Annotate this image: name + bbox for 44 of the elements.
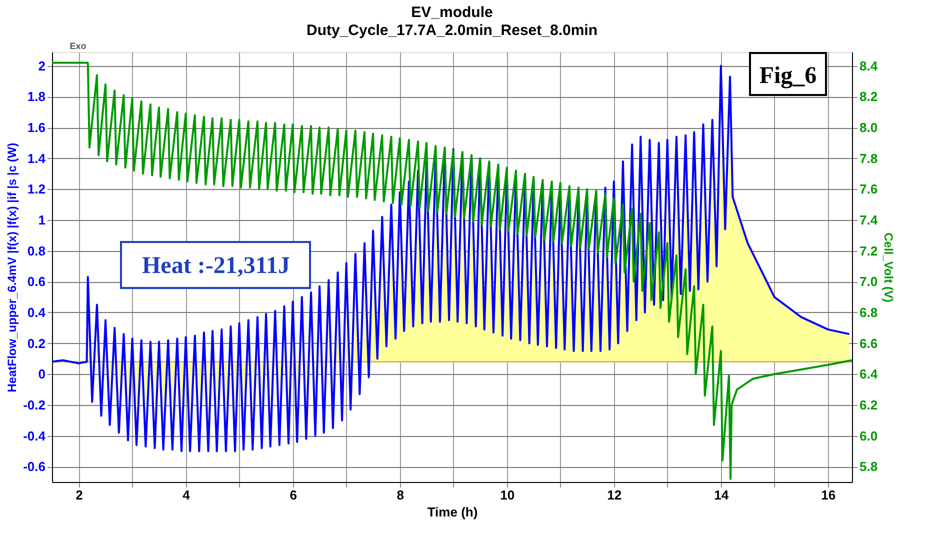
y2-tick-label: 6.2 <box>860 397 878 412</box>
x-tick-label: 2 <box>76 488 83 502</box>
y2-tick-label: 7.6 <box>860 182 878 197</box>
y2-tick-label: 6.8 <box>860 304 878 320</box>
annotation: Heat :-21,311J <box>142 253 290 279</box>
y-tick-label: 1.4 <box>27 150 46 166</box>
y2-tick-label: 6.6 <box>860 336 878 351</box>
y-tick-label: -0.2 <box>23 397 46 412</box>
y2-tick-label: 7.8 <box>860 150 878 166</box>
x-tick-label: 8 <box>396 488 404 502</box>
x-tick-label: 10 <box>500 488 515 502</box>
y2-tick-label: 6.4 <box>860 366 878 382</box>
y-tick-label: 1 <box>38 212 46 228</box>
x-axis-title: Time (h) <box>427 504 478 520</box>
y2-tick-label: 8.4 <box>860 58 878 74</box>
y-tick-label: 1.2 <box>27 182 46 197</box>
y2-tick-label: 5.8 <box>860 459 878 474</box>
x-tick-label: 6 <box>290 488 297 502</box>
y2-axis-title: Cell_Volt (V) <box>882 232 896 302</box>
y-tick-label: 0.8 <box>27 243 46 258</box>
y2-tick-label: 7.4 <box>860 212 878 228</box>
x-tick-label: 14 <box>714 488 730 502</box>
y-axis-title: HeatFlow_upper_6.4mV |f(x) |f(x) |if |s |c (W) <box>5 142 20 392</box>
x-tick-label: 16 <box>821 488 836 502</box>
y2-tick-label: 8.2 <box>860 89 878 104</box>
text: Exo <box>70 41 87 51</box>
x-tick-label: 4 <box>182 488 191 502</box>
x-tick-label: 12 <box>607 488 622 502</box>
y-tick-label: 1.6 <box>27 120 46 136</box>
y2-tick-label: 7.2 <box>860 243 878 258</box>
y-tick-label: 1.8 <box>27 89 46 104</box>
y-tick-label: 0.4 <box>27 304 46 320</box>
y-tick-label: -0.6 <box>23 459 46 474</box>
annotation: Fig_6 <box>759 63 817 89</box>
y2-tick-label: 8.0 <box>860 120 878 136</box>
y-tick-label: 2 <box>38 58 46 74</box>
y2-tick-label: 6.0 <box>860 428 878 444</box>
y2-tick-label: 7.0 <box>860 274 878 290</box>
chart-subtitle: Duty_Cycle_17.7A_2.0min_Reset_8.0min <box>306 22 598 39</box>
y-tick-label: 0.6 <box>27 274 46 290</box>
y-tick-label: -0.4 <box>23 428 46 444</box>
y-tick-label: 0 <box>38 366 46 382</box>
chart-title: EV_module <box>411 4 493 21</box>
y-tick-label: 0.2 <box>27 336 46 351</box>
